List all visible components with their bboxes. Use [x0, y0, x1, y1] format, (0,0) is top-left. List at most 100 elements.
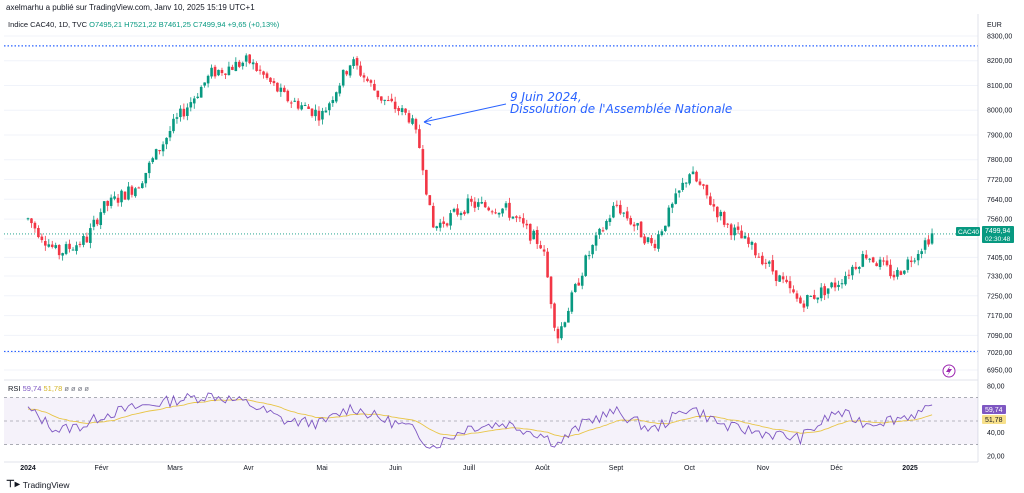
candle-body	[515, 216, 518, 218]
candle-body	[587, 255, 591, 257]
candle-body	[99, 212, 103, 226]
candle-body	[82, 235, 85, 245]
candle-body	[442, 221, 445, 224]
candle-body	[868, 258, 872, 260]
candle-body	[916, 253, 920, 261]
candle-body	[286, 90, 290, 102]
candle-body	[899, 271, 903, 275]
candle-body	[570, 292, 574, 312]
candle-body	[144, 172, 148, 184]
candle-body	[300, 105, 303, 110]
reference-levels	[4, 45, 978, 353]
rsi-ma-tag: 51,78	[985, 417, 1003, 424]
candle-body	[875, 263, 878, 267]
candle-body	[123, 191, 127, 200]
candle-body	[134, 188, 137, 197]
candle-body	[352, 59, 355, 66]
price-tick-label: 8200,00	[987, 58, 1012, 65]
rsi-tick-label: 80,00	[987, 384, 1005, 391]
candle-body	[165, 137, 168, 145]
candle-body	[456, 208, 459, 215]
candle-body	[816, 297, 820, 300]
candle-body	[175, 117, 179, 119]
candle-body	[400, 108, 404, 113]
symbol-label: Indice CAC40, 1D, TVC	[8, 20, 88, 29]
candle-body	[653, 243, 657, 249]
candle-body	[366, 78, 369, 82]
candle-body	[189, 102, 193, 108]
candle-body	[605, 220, 608, 230]
candle-body	[449, 213, 452, 226]
candle-body	[158, 150, 161, 152]
candle-body	[234, 61, 238, 72]
candle-body	[532, 230, 536, 240]
candle-body	[625, 211, 629, 219]
candle-body	[747, 237, 750, 244]
candle-body	[812, 294, 816, 299]
candle-body	[761, 255, 764, 265]
candle-body	[369, 80, 373, 83]
rsi-panel	[4, 379, 978, 449]
candle-body	[497, 212, 501, 215]
candle-body	[289, 102, 293, 104]
candle-body	[854, 266, 858, 269]
candle-body	[920, 251, 923, 255]
candle-body	[407, 113, 411, 123]
candle-body	[615, 204, 619, 206]
rsi-legend-value: 59,74	[22, 384, 42, 393]
candle-body	[719, 211, 723, 217]
candle-body	[328, 103, 331, 111]
candle-body	[518, 217, 522, 219]
time-tick-label: 2025	[902, 465, 918, 472]
candle-body	[307, 106, 310, 110]
candle-body	[632, 224, 636, 227]
candle-body	[504, 203, 508, 208]
candle-body	[591, 244, 594, 255]
symbol-tag-bg	[956, 227, 980, 236]
candle-body	[386, 100, 390, 102]
candle-body	[276, 82, 279, 92]
lightning-icon[interactable]	[942, 364, 956, 378]
time-tick-label: Nov	[757, 465, 770, 472]
candle-body	[629, 218, 632, 225]
time-axis[interactable]: 2024 Févr Mars Avr Mai Juin Juill Août Sept Oct No…	[4, 461, 978, 472]
candle-body	[428, 195, 432, 206]
candle-body	[553, 303, 556, 328]
candle-body	[237, 61, 241, 67]
price-tick-label: 7405,00	[987, 255, 1012, 262]
candle-body	[560, 326, 563, 339]
candle-body	[33, 222, 37, 229]
footer[interactable]: ⊤⁠▸ TradingView	[6, 479, 70, 490]
candle-body	[89, 228, 92, 243]
candle-body	[348, 65, 352, 76]
candle-body	[577, 282, 581, 286]
candle-body	[722, 211, 726, 225]
candle-body	[809, 295, 813, 297]
candle-body	[57, 244, 61, 256]
candle-body	[778, 275, 781, 282]
candle-body	[106, 200, 109, 206]
candle-body	[210, 67, 213, 77]
candle-body	[37, 227, 40, 238]
candle-body	[390, 98, 393, 102]
candle-body	[892, 274, 896, 278]
candle-body	[213, 66, 217, 77]
candle-body	[695, 171, 698, 182]
price-tick-label: 7560,00	[987, 217, 1012, 224]
time-tick-label: Sept	[609, 465, 623, 472]
candle-body	[376, 90, 380, 98]
candle-body	[231, 66, 234, 70]
candle-body	[819, 287, 823, 299]
candle-body	[452, 208, 456, 212]
candle-body	[733, 227, 736, 236]
candle-body	[151, 158, 154, 163]
candle-body	[847, 274, 851, 276]
candle-body	[927, 239, 930, 245]
candle-body	[622, 212, 626, 214]
candle-body	[767, 261, 771, 264]
price-axis[interactable]: 8300,00 8200,00 8100,00 8000,00 7900,00 7800,…	[977, 14, 1012, 462]
candle-body	[487, 207, 490, 211]
candle-body	[435, 226, 439, 229]
candle-body	[878, 259, 882, 267]
